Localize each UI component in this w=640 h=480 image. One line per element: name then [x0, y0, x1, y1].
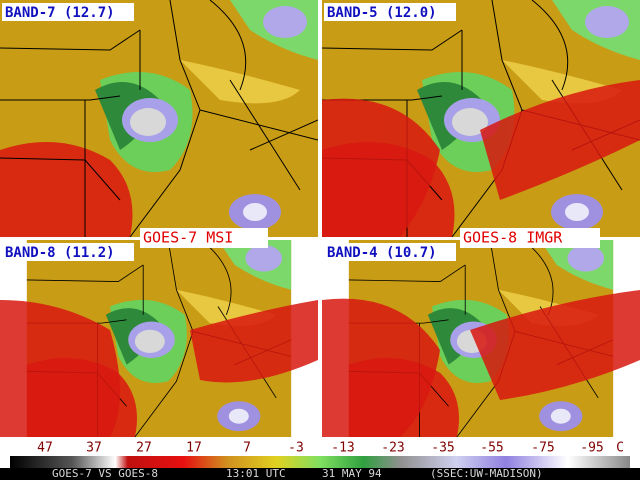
scale-label: 47: [37, 441, 53, 456]
scale-label: 17: [186, 441, 202, 456]
panel-image: [0, 0, 318, 237]
scale-unit: C: [616, 441, 624, 456]
warm-region: [0, 80, 640, 437]
panel-label: BAND-7 (12.7): [5, 5, 115, 21]
scale-label: 37: [86, 441, 102, 456]
scale-label: -35: [431, 441, 454, 456]
panel-label: BAND-5 (12.0): [327, 5, 437, 21]
panel-label: BAND-4 (10.7): [327, 245, 437, 261]
footer-text: 13:01 UTC: [226, 467, 286, 480]
instrument-label: GOES-7 MSI: [143, 229, 233, 247]
scale-label: -95: [580, 441, 603, 456]
scale-labels: 47 37 27 17 7 -3 -13 -23 -35 -55 -75 -95…: [37, 441, 624, 456]
scale-label: 7: [243, 441, 251, 456]
scale-label: -55: [480, 441, 503, 456]
scale-label: -13: [331, 441, 354, 456]
panel-label: BAND-8 (11.2): [5, 245, 115, 261]
scale-label: 27: [136, 441, 152, 456]
footer-text: (SSEC:UW-MADISON): [430, 467, 543, 480]
scale-label: -3: [288, 441, 304, 456]
instrument-label: GOES-8 IMGR: [463, 229, 563, 247]
scale-label: -75: [531, 441, 554, 456]
footer-text: 31 MAY 94: [322, 467, 382, 480]
scale-label: -23: [381, 441, 404, 456]
footer-text: GOES-7 VS GOES-8: [52, 467, 158, 480]
color-bar: [10, 456, 630, 468]
